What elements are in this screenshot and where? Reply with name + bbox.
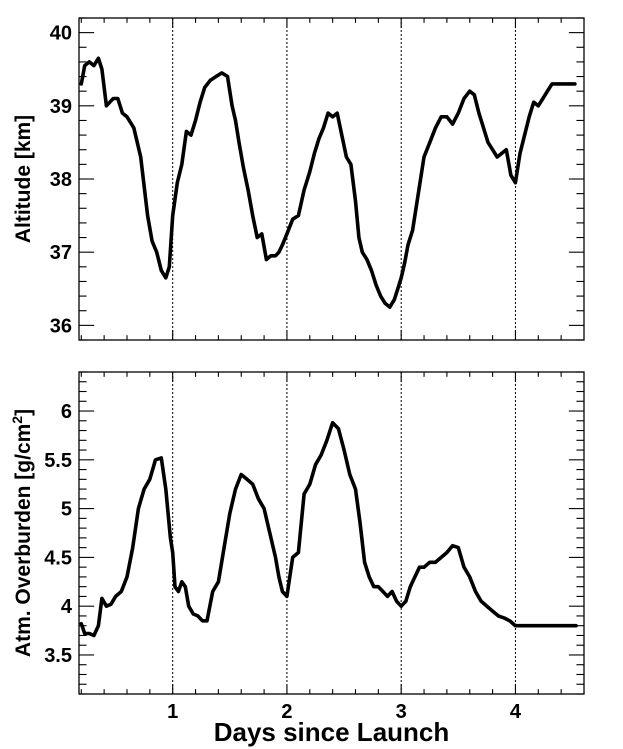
- y-tick-label: 5.5: [44, 450, 72, 472]
- y-tick-label: 4.5: [44, 547, 72, 569]
- y-tick-label: 4: [61, 596, 73, 618]
- y-tick-label: 37: [50, 242, 72, 264]
- altitude-series-line: [79, 56, 577, 309]
- overburden-series-line: [79, 420, 578, 638]
- y-axis-title-superscript: 2: [9, 416, 25, 424]
- plot-frame: [78, 17, 585, 341]
- y-axis-title: Altitude [km]: [12, 115, 35, 243]
- y-tick-label: 40: [50, 23, 72, 45]
- y-tick-label: 5: [61, 499, 72, 521]
- x-tick-label: 4: [510, 701, 522, 723]
- plot-frame: [78, 371, 585, 695]
- y-tick-label: 38: [50, 169, 72, 191]
- x-tick-label: 1: [167, 701, 178, 723]
- y-tick-label: 36: [50, 315, 72, 337]
- altitude-panel: 36 37 38 39 40 Altitude [km]: [12, 17, 585, 341]
- y-axis-title: Atm. Overburden [g/cm2]: [9, 409, 35, 657]
- overburden-panel: 3.5 4 4.5 5 5.5 6 1 2 3 4 Atm. Overburden [g/cm2] D…: [9, 371, 585, 747]
- x-tick-label: 3: [396, 701, 407, 723]
- x-axis-title: Days since Launch: [214, 717, 450, 747]
- y-tick-label: 3.5: [44, 645, 72, 667]
- x-tick-label: 2: [281, 701, 292, 723]
- y-tick-label: 6: [61, 401, 72, 423]
- y-axis-title-end: ]: [12, 409, 35, 416]
- y-tick-label: 39: [50, 96, 72, 118]
